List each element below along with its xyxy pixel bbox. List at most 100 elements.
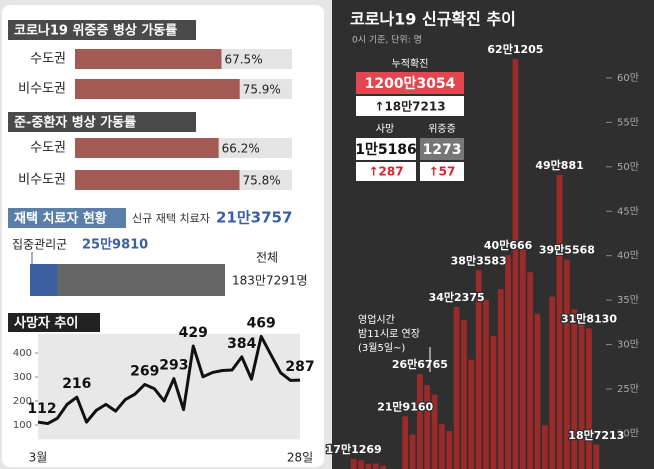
annotation: 밤11시로 연장 (358, 328, 420, 340)
y-tick-label: 40만 (617, 250, 639, 262)
bar (75, 170, 240, 190)
stat-box (356, 96, 464, 116)
value-label: 75.8% (242, 174, 280, 188)
label-text: 사망자 추이 (14, 315, 78, 331)
death-line (37, 334, 301, 426)
data-label: 62만1205 (487, 42, 543, 56)
bar (75, 79, 240, 99)
label-box (8, 313, 100, 332)
bar (453, 306, 460, 469)
bar (409, 434, 416, 469)
x-tick-label: 28일 (287, 451, 313, 465)
stat-label: 위중증 (428, 122, 456, 135)
data-label: 38만3583 (451, 253, 507, 267)
data-label: 34만2375 (429, 290, 485, 304)
bar (556, 174, 563, 469)
annotation: 영업시간 (358, 313, 395, 326)
row-label: 수도권 (30, 52, 66, 67)
y-tick-label: 35만 (617, 294, 639, 306)
data-label: 17만1269 (326, 442, 382, 456)
stat-box (356, 72, 464, 94)
bar (519, 249, 526, 469)
stat-value: 1200만3054 (365, 76, 456, 92)
row-label: 수도권 (30, 141, 66, 156)
value-label: 66.2% (222, 142, 260, 156)
data-label: 31만8130 (561, 311, 617, 325)
bar (350, 458, 357, 469)
focus-value: 25만9810 (82, 237, 148, 253)
bar (497, 289, 504, 469)
data-label: 469 (247, 315, 276, 331)
y-tick-label: 100 (13, 420, 32, 431)
data-label: 49만881 (535, 158, 583, 172)
data-label: 39만5568 (539, 243, 595, 257)
bar (512, 59, 519, 469)
y-tick-label: 45만 (617, 205, 639, 217)
label-text: 준-중환자 병상 가동률 (14, 115, 136, 131)
focus-label: 집중관리군 (12, 238, 67, 252)
data-label: 293 (159, 358, 188, 374)
bar (424, 385, 431, 469)
label-text: 재택 치료자 현황 (14, 211, 107, 227)
bar (534, 313, 541, 469)
bar (541, 425, 548, 469)
y-tick-label: 30만 (617, 339, 639, 351)
y-tick-label: 300 (13, 372, 32, 383)
data-label: 287 (285, 359, 314, 375)
y-tick-label: 25만 (617, 383, 639, 395)
bar (578, 312, 585, 469)
stat-box (356, 162, 416, 181)
label-box (8, 20, 196, 40)
y-tick-label: 20만 (617, 427, 639, 439)
label-box (8, 208, 126, 228)
bar (586, 328, 592, 469)
bar (380, 465, 386, 469)
label-box (8, 112, 196, 132)
bar (571, 309, 578, 469)
y-tick-label: 400 (13, 348, 32, 359)
bar (505, 255, 511, 469)
bar (358, 460, 364, 469)
y-tick-label: 60만 (617, 72, 639, 84)
data-label: 384 (227, 336, 256, 352)
bar (75, 49, 222, 69)
stat-change: ↑287 (368, 165, 403, 179)
bar (75, 138, 219, 158)
stat-label: 사망 (376, 123, 394, 135)
stat-change: ↑18만7213 (374, 99, 445, 114)
bar (483, 299, 489, 469)
chart-subtitle: 0시 기준, 단위: 명 (352, 35, 422, 46)
total-bar (30, 264, 225, 296)
stat-box (420, 138, 464, 160)
focus-bar (30, 264, 58, 296)
stat-box (356, 138, 416, 160)
y-tick-label: 200 (13, 396, 32, 407)
data-label: 216 (62, 376, 91, 392)
stat-value: 1273 (423, 142, 462, 158)
chart-title: 코로나19 신규확진 추이 (350, 10, 516, 29)
bar (549, 296, 556, 469)
total-value: 183만7291명 (232, 274, 308, 288)
bar (372, 463, 379, 469)
y-tick-label: 55만 (617, 116, 639, 128)
bar (402, 416, 409, 469)
new-label: 신규 재택 치료자 (132, 212, 210, 225)
data-label: 21만9160 (377, 399, 433, 413)
data-label: 18만7213 (568, 428, 624, 442)
new-value: 21만3757 (216, 209, 292, 227)
row-label: 비수도권 (18, 82, 66, 97)
bar (439, 423, 445, 469)
data-label: 112 (27, 401, 56, 417)
bar (475, 270, 482, 469)
bar (527, 272, 534, 469)
bar (431, 394, 438, 469)
stat-value: 1만5186 (355, 142, 417, 158)
label-text: 코로나19 위중증 병상 가동률 (14, 23, 177, 39)
annotation: (3월5일~) (358, 342, 405, 354)
bar (446, 431, 453, 469)
bar (365, 463, 372, 469)
data-label: 26만6765 (392, 357, 448, 371)
bar (564, 259, 570, 469)
data-label: 40만666 (484, 238, 533, 252)
stat-box (420, 162, 464, 181)
